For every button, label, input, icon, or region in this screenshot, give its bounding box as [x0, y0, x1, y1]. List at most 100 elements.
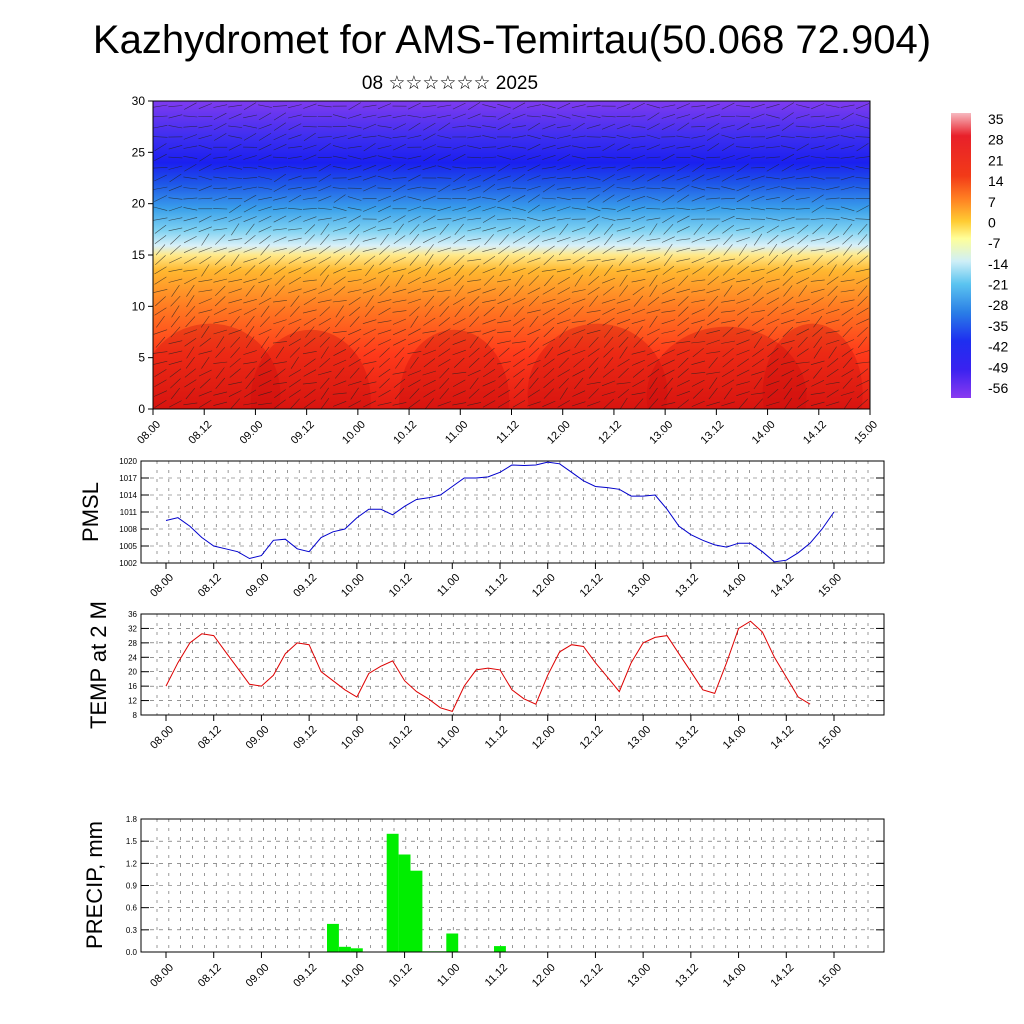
wind-vector: [783, 397, 793, 409]
wind-vector: [365, 264, 375, 277]
wind-vector: [302, 351, 317, 355]
wind-vector: [661, 310, 676, 313]
wind-vector: [423, 153, 436, 162]
wind-vector: [736, 227, 750, 231]
wind-vector: [781, 153, 795, 162]
wind-vector: [647, 123, 660, 131]
wind-vector: [796, 380, 810, 387]
wind-vector: [721, 166, 736, 170]
wind-vector: [663, 254, 673, 266]
wind-vector: [601, 298, 616, 304]
wind-vector: [706, 318, 720, 326]
wind-vector: [616, 237, 631, 243]
wind-vector: [244, 234, 256, 245]
wind-vector: [408, 122, 421, 131]
wind-vector: [572, 266, 585, 275]
wind-vector: [810, 135, 825, 139]
wind-vector: [333, 359, 347, 366]
wind-vector: [362, 288, 377, 294]
wind-vector: [392, 195, 407, 202]
wind-vector: [661, 153, 675, 161]
wind-vector: [721, 102, 735, 110]
wind-vector: [153, 104, 168, 108]
wind-vector: [781, 216, 795, 222]
colorbar-gradient: [951, 113, 971, 398]
wind-vector: [586, 401, 601, 407]
wind-vector: [512, 317, 526, 326]
wind-vector: [302, 208, 317, 210]
wind-vector: [811, 103, 825, 110]
wind-vector: [544, 275, 554, 287]
wind-vector: [616, 135, 631, 139]
wind-vector: [765, 176, 780, 180]
time-tick-label: 08.00: [135, 419, 163, 447]
wind-vector: [422, 236, 436, 244]
wind-vector: [616, 382, 631, 385]
wind-vector: [213, 112, 227, 120]
wind-vector: [751, 145, 765, 149]
wind-vector: [528, 275, 540, 286]
wind-vector: [827, 255, 839, 265]
wind-vector: [751, 370, 765, 376]
wind-vector: [153, 360, 168, 365]
wind-vector: [542, 184, 555, 193]
wind-vector: [258, 165, 272, 170]
wind-vector: [214, 133, 227, 141]
wind-vector: [797, 234, 809, 245]
wind-vector-field: [153, 102, 870, 409]
wind-vector: [781, 245, 794, 254]
wind-vector: [439, 223, 449, 235]
wind-vector: [661, 340, 676, 344]
wind-vector: [333, 380, 347, 387]
wind-vector: [706, 103, 720, 109]
wind-vector: [736, 329, 750, 335]
wind-vector: [527, 175, 541, 181]
wind-vector: [706, 339, 720, 345]
wind-vector: [781, 360, 795, 365]
wind-vector: [766, 338, 779, 347]
wind-vector: [154, 307, 167, 316]
wind-vector: [319, 326, 331, 338]
wind-vector: [841, 339, 855, 346]
wind-vector: [170, 316, 180, 328]
wind-vector: [736, 298, 750, 304]
wind-vector: [557, 400, 570, 408]
wind-vector: [586, 206, 601, 212]
wind-vector: [393, 215, 406, 223]
wind-vector: [243, 216, 257, 222]
wind-vector: [155, 255, 166, 266]
wind-vector: [245, 285, 255, 297]
wind-vector: [721, 207, 736, 210]
wind-vector: [497, 112, 511, 120]
wind-vector: [482, 206, 496, 212]
wind-vector: [646, 156, 661, 159]
wind-vector: [213, 156, 228, 159]
wind-vector: [484, 234, 494, 246]
wind-vector: [810, 115, 825, 118]
wind-vector: [154, 276, 167, 285]
wind-vector: [631, 186, 646, 191]
precip-y-axis: 1.81.51.20.90.60.30.0: [126, 815, 884, 957]
wind-vector: [737, 316, 749, 327]
wind-vector: [766, 287, 780, 295]
wind-vector: [649, 377, 658, 390]
wind-vector: [364, 337, 375, 348]
wind-vector: [722, 265, 734, 276]
wind-vector: [332, 114, 347, 119]
wind-vector: [855, 187, 870, 190]
wind-vector: [452, 216, 466, 222]
wind-vector: [392, 328, 407, 336]
wind-vector: [692, 163, 705, 172]
wind-vector: [380, 274, 389, 287]
wind-vector: [378, 339, 392, 346]
wind-vector: [721, 124, 735, 129]
heatmap-y-tick-label: 10: [132, 299, 146, 313]
wind-vector: [183, 187, 198, 190]
wind-vector: [768, 326, 778, 338]
wind-vector: [213, 247, 227, 253]
wind-vector: [438, 328, 451, 336]
wind-vector: [631, 247, 646, 253]
wind-vector: [708, 377, 718, 390]
wind-vector: [318, 174, 331, 182]
